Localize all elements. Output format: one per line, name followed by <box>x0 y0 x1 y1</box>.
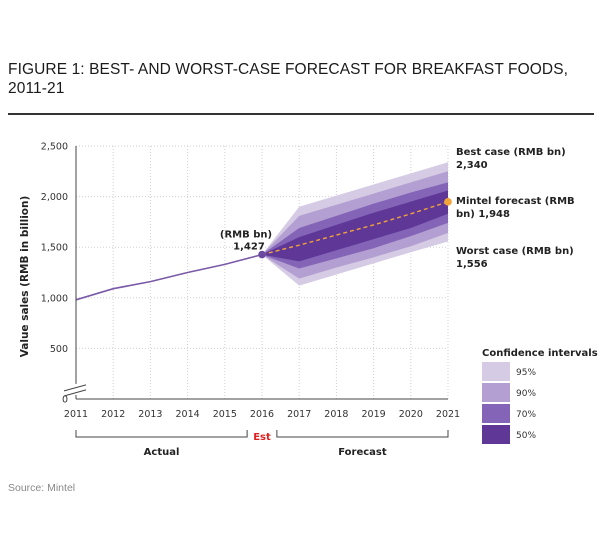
annotation-forecast-value: bn) 1,948 <box>456 209 510 220</box>
bracket-forecast <box>276 430 449 438</box>
x-tick-label: 2017 <box>287 409 311 420</box>
period-label-est: Est <box>253 432 271 443</box>
x-tick-label: 2019 <box>362 409 386 420</box>
confidence-band-50pct <box>262 190 448 262</box>
annotation-best-case-value: 2,340 <box>456 160 488 171</box>
period-label-actual: Actual <box>144 447 180 458</box>
x-tick-label: 2016 <box>250 409 274 420</box>
annotation-2016-unit: (RMB bn) <box>220 230 272 241</box>
forecast-series-line <box>261 201 449 256</box>
annotation-worst-case-value: 1,556 <box>456 259 488 270</box>
y-tick-label: 1,000 <box>41 293 68 304</box>
bracket-actual <box>75 430 248 438</box>
y-tick-label: 2,000 <box>41 192 68 203</box>
x-tick-label: 2012 <box>101 409 125 420</box>
point-2016 <box>258 250 266 259</box>
period-label-forecast: Forecast <box>338 447 387 458</box>
legend-label-95pct: 95% <box>516 368 536 378</box>
legend: Confidence intervals 95% 90% 70% 50% <box>482 348 598 444</box>
title-divider <box>8 113 594 115</box>
x-tick-label: 2013 <box>138 409 162 420</box>
axes: 0 500 1,000 1,500 2,000 2,500 2011 2012 2013 2014… <box>19 142 460 459</box>
legend-swatch-50pct <box>482 425 510 444</box>
legend-label-70pct: 70% <box>516 410 536 420</box>
y-tick-label: 2,500 <box>41 142 68 153</box>
annotation-forecast-label: Mintel forecast (RMB <box>456 196 575 207</box>
annotation-best-case-label: Best case (RMB bn) <box>456 147 566 158</box>
annotation-2016-value: 1,427 <box>233 242 265 253</box>
y-tick-label: 1,500 <box>41 243 68 254</box>
series-lines <box>75 198 452 301</box>
x-tick-label: 2015 <box>213 409 237 420</box>
legend-label-50pct: 50% <box>516 431 536 441</box>
y-tick-label: 0 <box>62 395 68 406</box>
legend-label-90pct: 90% <box>516 389 536 399</box>
x-tick-label: 2018 <box>324 409 348 420</box>
annotations: (RMB bn)1,427 Best case (RMB bn) 2,340 Mint… <box>220 147 575 270</box>
annotation-worst-case-label: Worst case (RMB bn) <box>456 246 574 257</box>
point-forecast-2021 <box>444 198 452 206</box>
axis-break-mark <box>63 384 87 397</box>
x-tick-label: 2014 <box>176 409 200 420</box>
y-axis-title: Value sales (RMB in billion) <box>19 196 31 358</box>
x-tick-label: 2021 <box>436 409 460 420</box>
legend-swatch-70pct <box>482 404 510 423</box>
y-tick-label: 500 <box>50 344 68 355</box>
legend-swatch-95pct <box>482 362 510 381</box>
figure-title: FIGURE 1: BEST- AND WORST-CASE FORECAST … <box>8 61 569 97</box>
confidence-bands <box>262 162 448 286</box>
legend-title: Confidence intervals <box>482 348 598 359</box>
x-tick-label: 2020 <box>399 409 423 420</box>
actual-series-line <box>75 253 263 301</box>
x-tick-label: 2011 <box>64 409 88 420</box>
legend-swatch-90pct <box>482 383 510 402</box>
source-note: Source: Mintel <box>8 482 76 494</box>
